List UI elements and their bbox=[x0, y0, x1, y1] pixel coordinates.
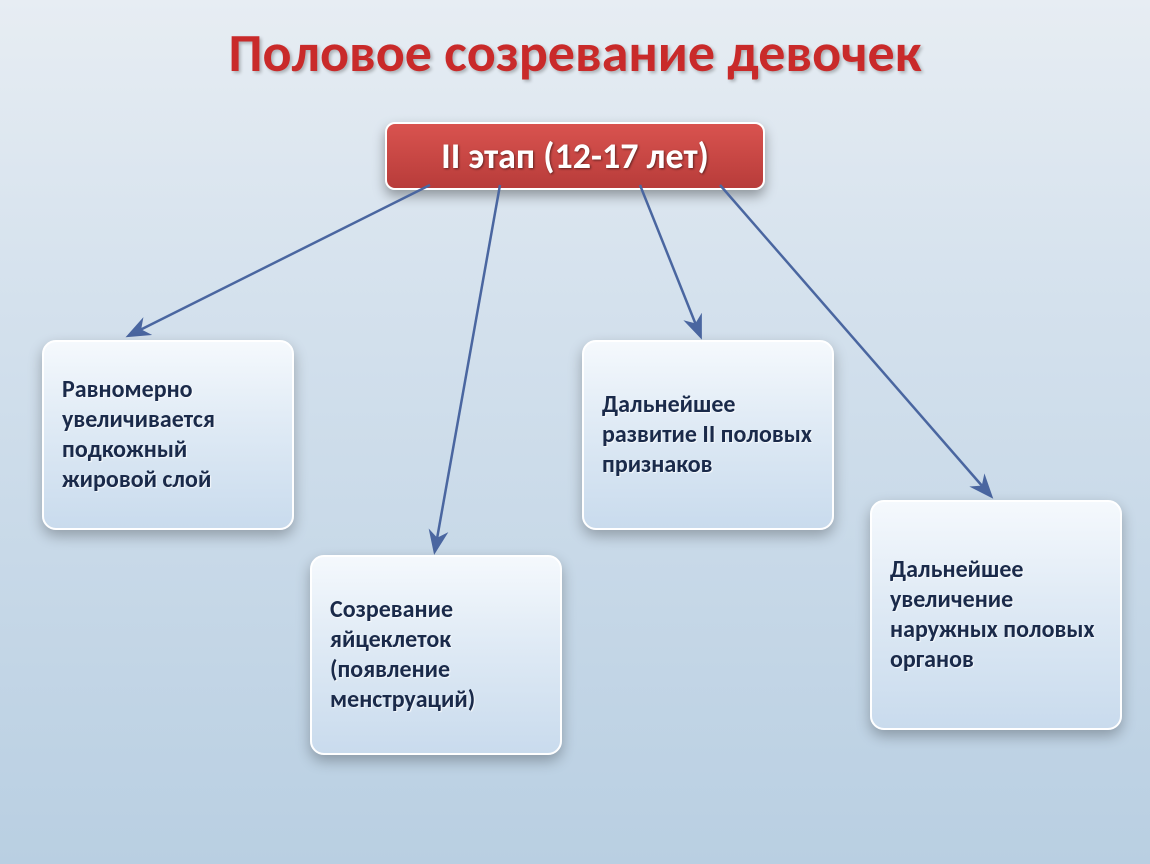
node-text: Дальнейшее развитие II половых признаков bbox=[602, 390, 814, 480]
node-secondary-characteristics: Дальнейшее развитие II половых признаков bbox=[582, 340, 834, 530]
slide-title: Половое созревание девочек bbox=[0, 20, 1150, 86]
slide: Половое созревание девочек II этап (12-1… bbox=[0, 0, 1150, 864]
node-ovum-maturation: Созревание яйцеклеток (появление менстру… bbox=[310, 555, 562, 755]
stage-box: II этап (12-17 лет) bbox=[385, 122, 765, 190]
node-fat-layer: Равномерно увеличивается подкожный жиров… bbox=[42, 340, 294, 530]
node-text: Равномерно увеличивается подкожный жиров… bbox=[62, 375, 274, 495]
node-text: Созревание яйцеклеток (появление менстру… bbox=[330, 595, 542, 715]
stage-label: II этап (12-17 лет) bbox=[441, 134, 709, 178]
node-external-organs: Дальнейшее увеличение наружных половых о… bbox=[870, 500, 1122, 730]
node-text: Дальнейшее увеличение наружных половых о… bbox=[890, 555, 1102, 675]
